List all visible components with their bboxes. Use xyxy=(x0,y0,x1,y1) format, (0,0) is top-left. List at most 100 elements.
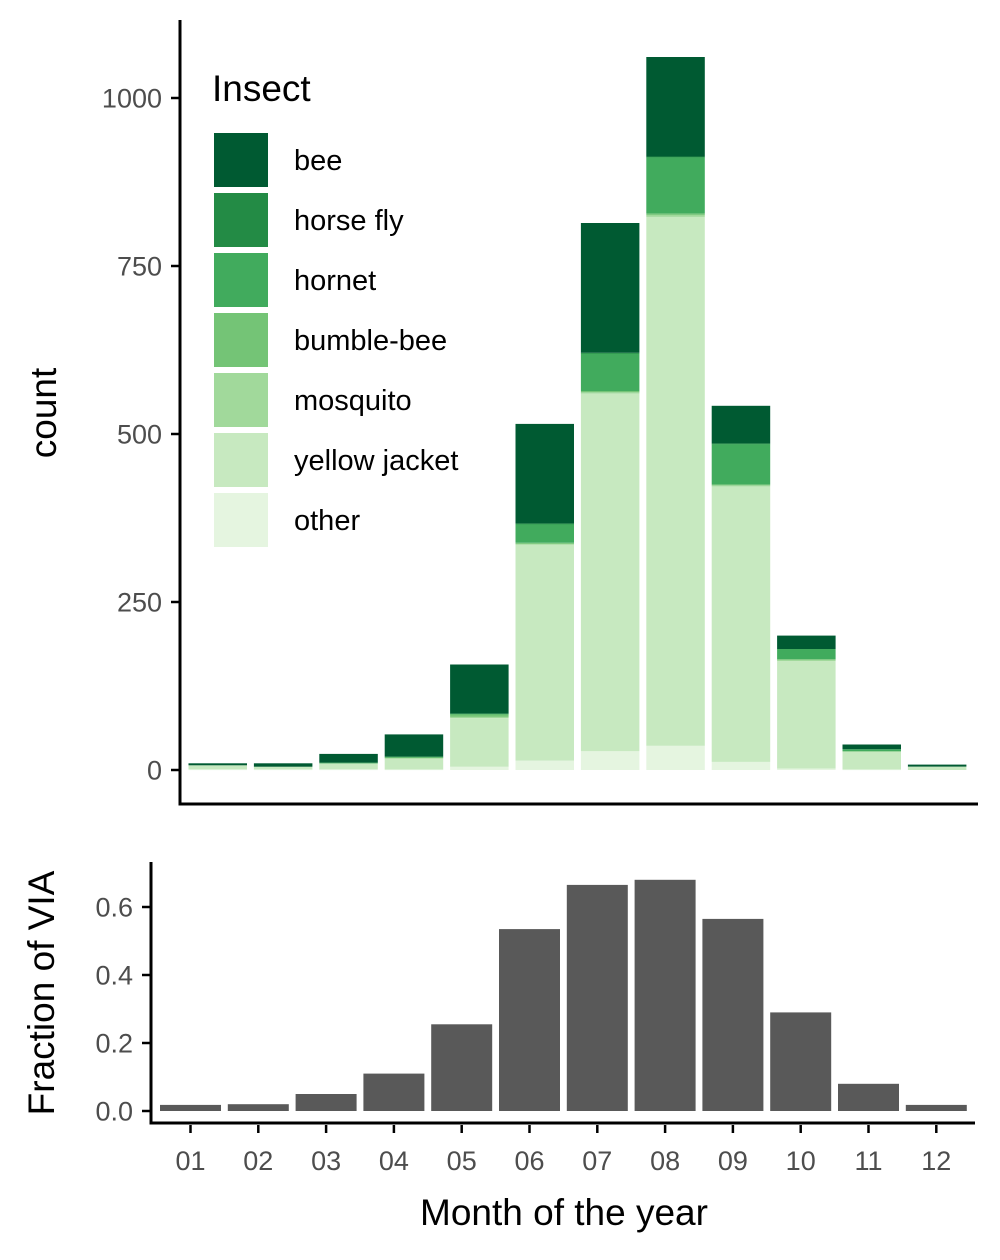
x-tick-label-08: 08 xyxy=(650,1146,680,1176)
count-bar-03-yellow-jacket xyxy=(319,763,378,770)
x-tick-label-06: 06 xyxy=(514,1146,544,1176)
count-bar-09-other xyxy=(711,761,771,770)
count-bar-05-mosquito xyxy=(450,716,509,719)
legend-item-yellow-jacket: yellow jacket xyxy=(214,433,458,487)
x-tick-label-07: 07 xyxy=(582,1146,612,1176)
legend-item-bee: bee xyxy=(214,133,342,187)
count-bar-04-bee xyxy=(384,734,444,757)
legend-swatch xyxy=(214,313,268,367)
count-y-tick-label: 750 xyxy=(117,252,162,282)
count-bar-06-hornet xyxy=(515,524,574,543)
count-bar-05-bee xyxy=(450,664,509,714)
count-bar-06-bee xyxy=(515,423,574,524)
count-bar-07-yellow-jacket xyxy=(580,393,640,752)
count-y-tick-label: 0 xyxy=(147,756,162,786)
fraction-bar-07 xyxy=(566,884,628,1111)
count-bar-04-mosquito xyxy=(384,757,444,759)
count-bar-03-bee xyxy=(319,753,378,763)
count-bar-07-hornet xyxy=(580,353,640,391)
x-tick-label-01: 01 xyxy=(175,1146,205,1176)
fraction-bar-11 xyxy=(838,1083,899,1111)
count-bar-09-horse-fly xyxy=(711,443,771,445)
count-bar-07-mosquito xyxy=(580,392,640,394)
count-bar-10-bee xyxy=(777,635,836,649)
fraction-y-tick-label: 0.0 xyxy=(95,1097,133,1127)
count-y-ticks: 0 250 500 750 1000 xyxy=(102,84,179,786)
count-y-tick-label: 1000 xyxy=(102,84,162,114)
count-bar-06-other xyxy=(515,760,574,770)
count-bar-stack-07 xyxy=(580,223,640,770)
x-axis-title: Month of the year xyxy=(420,1192,708,1233)
count-bar-05-other xyxy=(450,766,509,770)
count-bar-08-bumble-bee xyxy=(646,213,705,215)
insect-legend: Insect bee horse fly hornet bumble-bee mosqu… xyxy=(212,68,458,547)
count-bar-08-hornet xyxy=(646,157,705,214)
count-bar-06-mosquito xyxy=(515,543,574,545)
legend-item-other: other xyxy=(214,493,360,547)
fraction-y-axis-title: Fraction of VIA xyxy=(21,870,62,1115)
count-bar-08-other xyxy=(646,745,705,770)
count-bar-11-hornet xyxy=(842,749,901,752)
count-bar-05-yellow-jacket xyxy=(450,718,509,767)
legend-swatch xyxy=(214,373,268,427)
count-bar-stack-04 xyxy=(384,734,444,771)
fraction-y-tick-label: 0.2 xyxy=(95,1029,133,1059)
fraction-x-ticks: 01 02 03 04 05 06 07 08 09 10 11 12 xyxy=(175,1125,951,1176)
count-bar-11-mosquito xyxy=(842,751,901,752)
legend-title: Insect xyxy=(212,68,311,109)
legend-swatch xyxy=(214,493,268,547)
fraction-bar-05 xyxy=(431,1024,493,1111)
count-bar-stack-08 xyxy=(646,57,705,770)
count-y-tick-label: 250 xyxy=(117,588,162,618)
count-bar-09-mosquito xyxy=(711,485,771,487)
x-tick-label-03: 03 xyxy=(311,1146,341,1176)
count-bar-05-hornet xyxy=(450,713,509,715)
count-bar-11-yellow-jacket xyxy=(842,751,901,770)
count-bar-08-bee xyxy=(646,57,705,157)
x-tick-label-12: 12 xyxy=(921,1146,951,1176)
count-bar-04-bumble-bee xyxy=(384,757,444,758)
legend-item-hornet: hornet xyxy=(214,253,376,307)
count-bar-07-bumble-bee xyxy=(580,391,640,393)
legend-label: other xyxy=(294,505,360,537)
fraction-y-tick-label: 0.6 xyxy=(95,893,133,923)
fraction-panel: 0.0 0.2 0.4 0.6 01 02 03 04 05 06 07 08 09 10 11 12 Fr… xyxy=(21,862,975,1233)
count-bar-09-yellow-jacket xyxy=(711,486,771,762)
count-bar-04-other xyxy=(384,769,444,771)
count-bar-12-yellow-jacket xyxy=(907,766,967,770)
count-bar-02-yellow-jacket xyxy=(253,766,313,770)
count-bar-01-other xyxy=(188,769,247,771)
count-bar-10-yellow-jacket xyxy=(777,661,836,769)
count-bar-stack-01 xyxy=(188,763,247,771)
x-tick-label-02: 02 xyxy=(243,1146,273,1176)
count-bar-07-other xyxy=(580,751,640,770)
count-bar-10-hornet xyxy=(777,649,836,660)
count-bar-04-yellow-jacket xyxy=(384,758,444,770)
count-y-tick-label: 500 xyxy=(117,420,162,450)
count-bar-03-hornet xyxy=(319,762,378,764)
x-tick-label-10: 10 xyxy=(786,1146,816,1176)
count-bars xyxy=(188,57,967,771)
count-bar-stack-02 xyxy=(253,763,313,771)
count-bar-06-horse-fly xyxy=(515,523,574,525)
legend-label: horse fly xyxy=(294,205,404,237)
fraction-y-tick-label: 0.4 xyxy=(95,961,133,991)
count-bar-stack-05 xyxy=(450,664,509,770)
count-bar-02-other xyxy=(253,769,313,771)
count-bar-09-bumble-bee xyxy=(711,484,771,486)
count-bar-stack-11 xyxy=(842,744,901,771)
count-panel: 0 250 500 750 1000 count Insect bee horse fly… xyxy=(23,20,978,806)
count-bar-03-other xyxy=(319,769,378,771)
count-bar-stack-09 xyxy=(711,405,771,770)
legend-label: yellow jacket xyxy=(294,445,458,477)
legend-label: bumble-bee xyxy=(294,325,447,357)
count-bar-11-bee xyxy=(842,744,901,750)
count-bar-09-bee xyxy=(711,405,771,444)
x-tick-label-09: 09 xyxy=(718,1146,748,1176)
legend-item-mosquito: mosquito xyxy=(214,373,412,427)
legend-label: hornet xyxy=(294,265,376,297)
count-bar-09-hornet xyxy=(711,444,771,485)
count-bar-10-mosquito xyxy=(777,659,836,662)
fraction-bar-04 xyxy=(363,1073,425,1111)
